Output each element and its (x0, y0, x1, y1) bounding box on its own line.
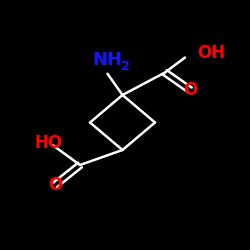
Text: NH: NH (92, 51, 122, 69)
Text: O: O (183, 81, 197, 99)
Text: HO: HO (35, 134, 63, 152)
Text: O: O (48, 176, 62, 194)
Text: OH: OH (198, 44, 226, 62)
Text: 2: 2 (121, 60, 130, 73)
